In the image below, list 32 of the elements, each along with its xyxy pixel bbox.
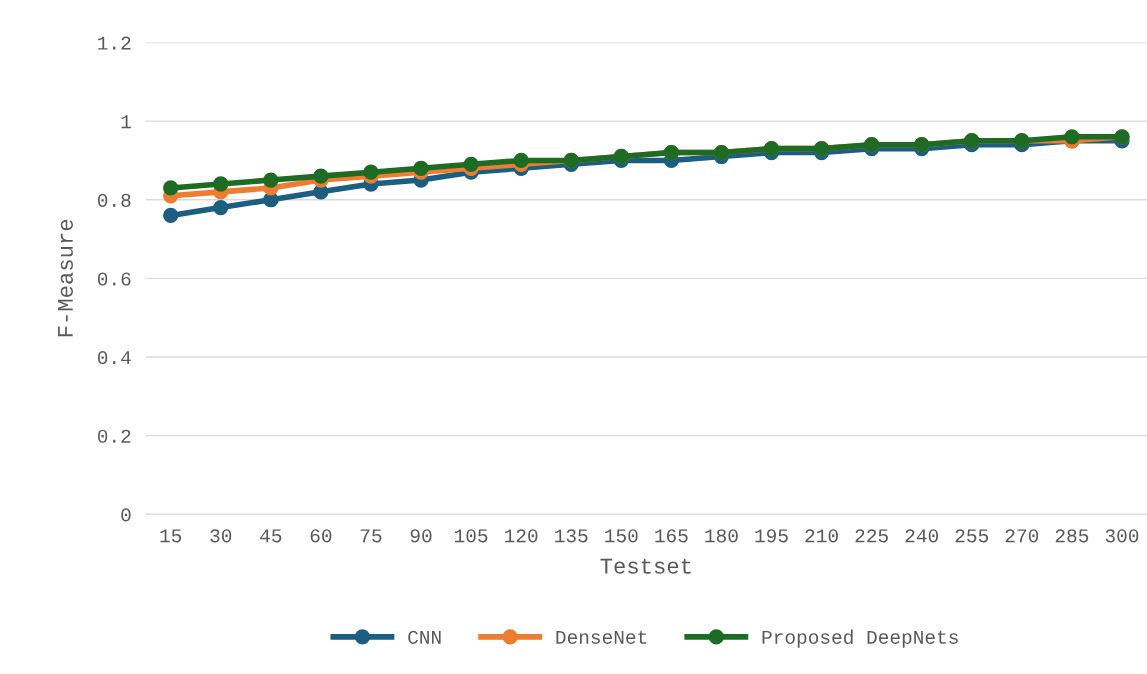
y-tick-label: 0.4: [97, 351, 131, 365]
x-tick-label: 195: [755, 529, 788, 543]
y-tick-label: 1.2: [98, 36, 131, 50]
x-tick-label: 90: [410, 529, 432, 543]
x-tick-label: 180: [705, 529, 738, 543]
x-tick-label: 15: [160, 529, 182, 543]
x-tick-label: 60: [310, 529, 332, 543]
x-tick-label: 300: [1105, 529, 1139, 543]
x-axis-title: Testset: [600, 558, 691, 574]
x-tick-label: 30: [210, 529, 232, 543]
x-tick-label: 165: [655, 529, 688, 543]
x-tick-label: 270: [1005, 529, 1039, 543]
x-tick-label: 150: [605, 529, 638, 543]
x-tick-label: 285: [1055, 529, 1089, 543]
y-tick-label: 0: [121, 508, 131, 522]
y-tick-label: 1: [121, 115, 131, 129]
legend-label: Proposed DeepNets: [762, 629, 958, 648]
x-tick-label: 75: [360, 529, 382, 543]
legend-label: CNN: [408, 630, 441, 644]
y-axis-title: F-Measure: [58, 219, 73, 337]
x-tick-label: 210: [805, 529, 838, 543]
x-tick-label: 255: [955, 529, 989, 543]
x-tick-label: 120: [505, 529, 538, 543]
x-tick-label: 225: [855, 529, 888, 543]
x-tick-label: 135: [555, 529, 588, 543]
x-tick-label: 45: [260, 529, 282, 543]
x-tick-label: 105: [455, 529, 488, 543]
y-tick-label: 0.8: [97, 193, 131, 207]
y-tick-label: 0.2: [97, 429, 131, 443]
x-tick-label: 240: [905, 529, 939, 543]
y-tick-label: 0.6: [97, 272, 131, 286]
legend-label: DenseNet: [556, 630, 647, 644]
